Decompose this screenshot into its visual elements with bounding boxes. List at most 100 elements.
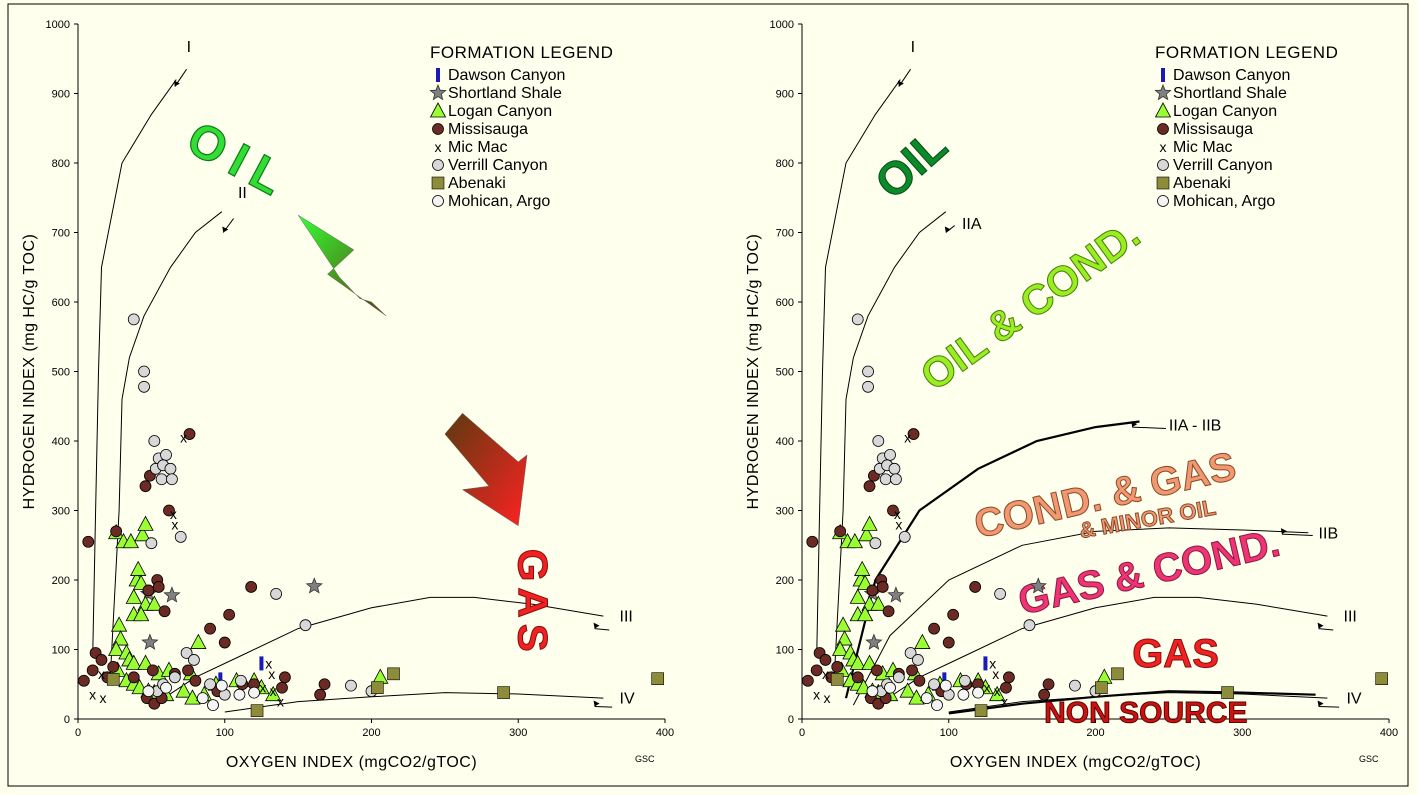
curve-label-arrow bbox=[594, 705, 613, 708]
data-point bbox=[318, 678, 331, 691]
frame bbox=[7, 3, 1409, 787]
data-point bbox=[137, 515, 154, 531]
data-point bbox=[129, 560, 147, 576]
data-point: x bbox=[259, 680, 266, 696]
curve-label-arrowhead bbox=[593, 622, 600, 629]
y-tick-label: 600 bbox=[52, 297, 70, 309]
y-tick-label: 800 bbox=[776, 158, 794, 170]
data-point bbox=[858, 525, 875, 542]
panel-left: 0 100 200 300 400 500 600 700 800 900 1000 0 100 200 3… bbox=[21, 19, 674, 771]
curve-label-IIA: IIA bbox=[962, 216, 982, 233]
data-point bbox=[180, 647, 193, 659]
data-point bbox=[155, 473, 168, 486]
data-point bbox=[1029, 577, 1047, 594]
legend-item: Dawson Canyon bbox=[448, 67, 565, 84]
curve-label-arrowhead bbox=[222, 226, 229, 233]
legend-marker bbox=[429, 83, 447, 101]
data-point bbox=[175, 682, 192, 698]
data-point: x bbox=[89, 687, 96, 703]
data-point bbox=[265, 685, 282, 702]
data-point bbox=[183, 428, 196, 440]
curve-label-arrowhead bbox=[593, 700, 600, 707]
data-point: x bbox=[171, 516, 178, 532]
data-point bbox=[1111, 667, 1124, 681]
data-point bbox=[969, 581, 982, 593]
legend-marker bbox=[436, 68, 440, 82]
curve-IV bbox=[224, 692, 604, 713]
data-point bbox=[314, 688, 327, 701]
gas-arrow bbox=[444, 412, 528, 527]
legend-item: Mohican, Argo bbox=[1173, 193, 1275, 210]
data-point bbox=[196, 692, 209, 705]
data-point bbox=[856, 605, 874, 622]
data-point: x bbox=[895, 516, 902, 532]
curve-label-arrow bbox=[1318, 705, 1340, 708]
data-point bbox=[908, 689, 925, 705]
data-point bbox=[182, 664, 194, 677]
data-point bbox=[160, 681, 172, 694]
data-point bbox=[890, 473, 902, 486]
data-point bbox=[866, 685, 879, 698]
data-point bbox=[928, 678, 940, 691]
data-point: x bbox=[1001, 694, 1008, 710]
data-point bbox=[168, 671, 181, 684]
y-tick-label: 0 bbox=[788, 714, 794, 726]
y-tick-label: 1000 bbox=[46, 19, 70, 31]
data-point bbox=[189, 674, 202, 687]
data-point: x bbox=[180, 430, 187, 446]
data-point bbox=[139, 480, 152, 493]
data-point: x bbox=[983, 680, 990, 696]
data-point bbox=[876, 581, 889, 593]
curve-III bbox=[882, 596, 1328, 703]
data-point bbox=[879, 473, 892, 486]
y-tick-label: 100 bbox=[776, 645, 794, 657]
x-tick-label: 200 bbox=[1086, 727, 1104, 739]
data-point bbox=[174, 531, 187, 543]
curve-II bbox=[109, 211, 223, 678]
x-tick-label: 300 bbox=[509, 727, 527, 739]
y-tick-label: 900 bbox=[776, 89, 794, 101]
data-point bbox=[853, 560, 871, 576]
curve-label-III: III bbox=[1344, 609, 1357, 626]
zone-label-non-source: NON SOURCE bbox=[1044, 696, 1247, 729]
data-point: x bbox=[99, 690, 106, 706]
data-point bbox=[1038, 688, 1051, 701]
credit-label: GSC bbox=[1359, 754, 1379, 764]
data-point bbox=[887, 504, 899, 517]
x-tick-label: 400 bbox=[1380, 727, 1398, 739]
data-point bbox=[106, 673, 120, 686]
curve-label-arrowhead bbox=[1131, 421, 1138, 428]
curve-label-I: I bbox=[911, 39, 915, 56]
data-point bbox=[305, 577, 323, 594]
data-point bbox=[276, 681, 288, 694]
data-point bbox=[836, 630, 853, 646]
legend-item: Missisauga bbox=[1173, 121, 1253, 138]
data-point bbox=[497, 686, 510, 699]
data-point bbox=[831, 660, 844, 673]
legend-marker bbox=[1157, 123, 1169, 135]
data-point: x bbox=[822, 666, 829, 682]
data-point bbox=[188, 654, 200, 666]
data-point bbox=[145, 537, 158, 550]
data-point bbox=[233, 688, 246, 701]
data-point bbox=[1095, 681, 1108, 695]
data-point bbox=[259, 656, 264, 671]
x-tick-label: 300 bbox=[1233, 727, 1251, 739]
curve-label-arrowhead bbox=[1317, 622, 1324, 629]
curve-label-IIA-IIB: IIA - IIB bbox=[1169, 418, 1221, 435]
legend-item: Abenaki bbox=[448, 175, 506, 192]
data-point bbox=[345, 679, 357, 692]
data-point bbox=[204, 622, 216, 635]
curve-III bbox=[158, 596, 604, 703]
data-point bbox=[865, 633, 883, 650]
data-point bbox=[983, 656, 988, 671]
data-point bbox=[834, 525, 847, 538]
curve-label-arrow bbox=[1132, 426, 1166, 429]
data-point bbox=[972, 686, 984, 699]
y-tick-label: 700 bbox=[52, 228, 70, 240]
curve-IIB bbox=[852, 527, 1309, 706]
legend-marker bbox=[432, 195, 444, 207]
data-point bbox=[899, 682, 916, 698]
data-point bbox=[913, 674, 926, 687]
y-tick-label: 200 bbox=[52, 575, 70, 587]
